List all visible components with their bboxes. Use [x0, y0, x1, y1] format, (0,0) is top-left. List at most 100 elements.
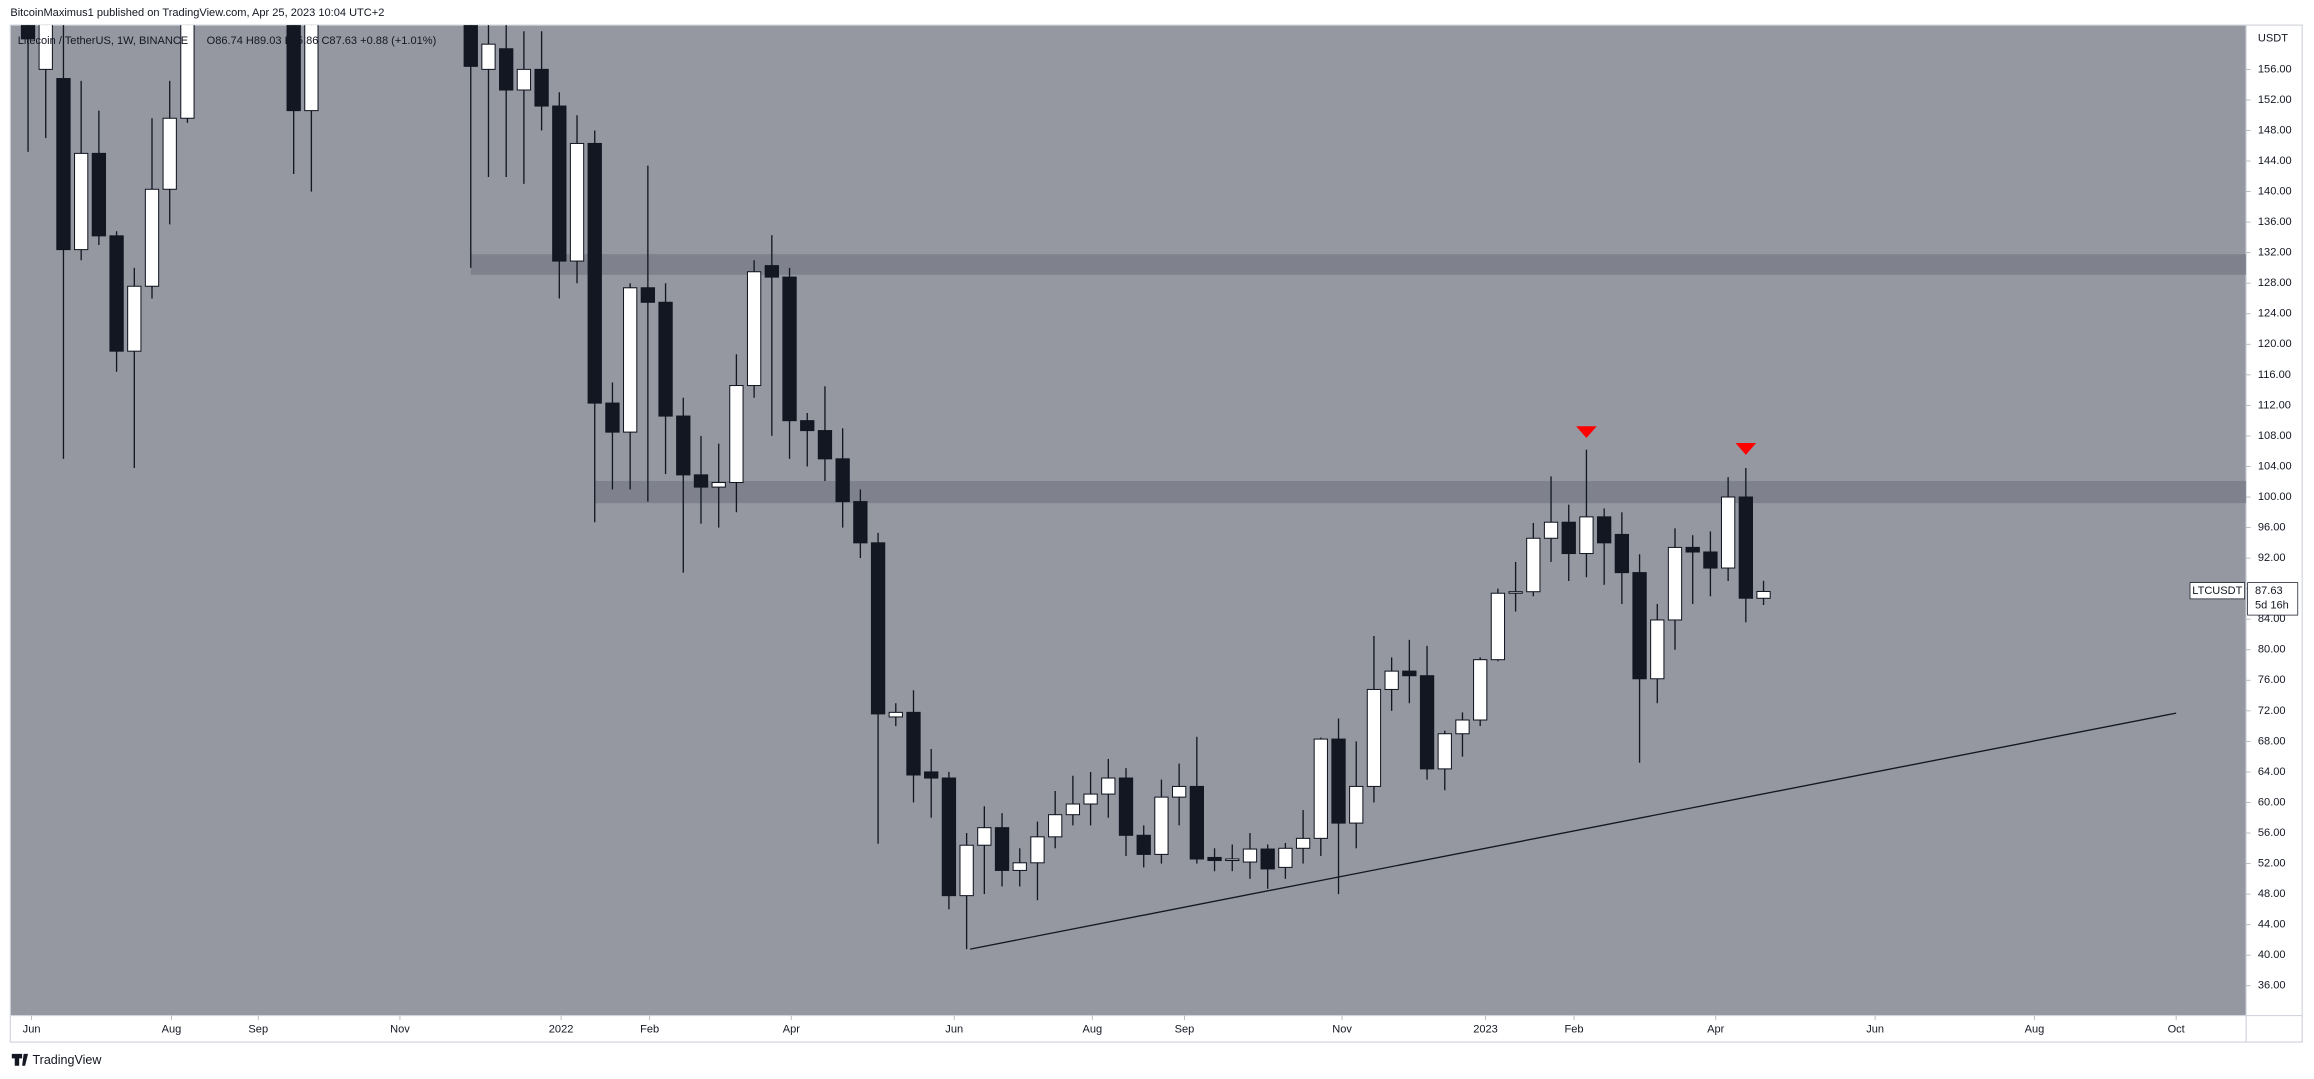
y-tick-label: 144.00 [2258, 155, 2292, 167]
candle [835, 428, 850, 528]
candle [1118, 768, 1134, 856]
candle [711, 443, 726, 528]
candle-body [1278, 847, 1293, 868]
footer: TradingView [32, 1053, 102, 1067]
candle-body [1419, 675, 1435, 770]
candle-body [1136, 834, 1151, 855]
candle-body [1313, 738, 1328, 839]
candle [74, 80, 89, 261]
candle [1083, 771, 1098, 826]
candle-body [1366, 688, 1382, 787]
candle [1419, 645, 1435, 780]
candle-body [587, 142, 602, 404]
last-price-tag [2247, 582, 2299, 616]
candle-body [1543, 521, 1559, 539]
candle-body [1579, 516, 1594, 555]
candle [1543, 476, 1559, 562]
y-tick-label: 108.00 [2258, 430, 2292, 442]
candle [800, 413, 815, 467]
zone [594, 480, 2247, 504]
candle-body [127, 285, 142, 352]
y-tick-label: 72.00 [2258, 705, 2286, 717]
candle-body [1738, 496, 1753, 599]
candle [906, 690, 921, 803]
candle-body [463, 25, 478, 67]
candle [481, 25, 496, 178]
candle [1349, 741, 1364, 849]
candle [1260, 844, 1275, 889]
candle [499, 25, 514, 178]
candle [144, 118, 160, 299]
candle [1738, 468, 1753, 623]
candle [658, 283, 673, 475]
candle [959, 833, 974, 950]
y-tick-label: 96.00 [2258, 521, 2286, 533]
candle-body [109, 235, 124, 352]
candle-body [1154, 796, 1169, 855]
candle-body [1207, 856, 1222, 862]
candle-body [1561, 521, 1576, 555]
candle [1756, 580, 1771, 605]
y-tick-label: 52.00 [2258, 857, 2286, 869]
y-tick-label: 36.00 [2258, 980, 2286, 992]
candle [941, 771, 957, 910]
candle-body [1455, 719, 1470, 735]
candle [1596, 508, 1612, 585]
candle [1366, 636, 1382, 803]
candle-body [74, 152, 89, 251]
y-tick-label: 56.00 [2258, 827, 2286, 839]
candle-body [56, 78, 71, 251]
legend-symbol: Litecoin / TetherUS, 1W, BINANCE [18, 35, 188, 47]
candle [1384, 657, 1399, 711]
candle [1455, 712, 1470, 757]
candle [1720, 477, 1736, 582]
candle-body [1012, 862, 1027, 871]
candle-body [622, 287, 638, 433]
candle-body [711, 481, 726, 488]
x-tick-label: Nov [390, 1023, 410, 1035]
y-tick-label: 84.00 [2258, 613, 2286, 625]
candle [1154, 779, 1169, 864]
candle-body [304, 25, 319, 112]
candle [693, 435, 709, 524]
y-tick-label: 44.00 [2258, 919, 2286, 931]
candle-body [1667, 546, 1683, 621]
x-tick-label: Aug [162, 1023, 182, 1035]
candle [622, 283, 638, 490]
candle-body [162, 117, 177, 190]
candle-body [1402, 670, 1417, 677]
candle-body [941, 777, 957, 897]
candle-body [1384, 670, 1399, 690]
y-tick-label: 104.00 [2258, 460, 2292, 472]
candle [1490, 588, 1506, 662]
candle-body [481, 43, 496, 70]
candle-body [516, 68, 532, 91]
candle-body [1703, 551, 1718, 569]
y-tick-label: 152.00 [2258, 94, 2292, 106]
x-tick-label: Aug [2025, 1023, 2045, 1035]
y-tick-label: 116.00 [2258, 369, 2291, 381]
candle [764, 235, 779, 436]
frame [9, 24, 2303, 1043]
y-tick-label: 80.00 [2258, 644, 2286, 656]
candle-body [1118, 777, 1134, 836]
time-axis [10, 1015, 2247, 1043]
plot-background [10, 25, 2247, 1016]
candle-body [764, 265, 779, 278]
candle [1278, 842, 1293, 879]
candle [1030, 821, 1045, 901]
candle [924, 749, 939, 818]
candle [1579, 449, 1594, 578]
candle-body [835, 458, 850, 503]
footer-logo: TradingView [11, 1053, 102, 1067]
candle [746, 260, 762, 398]
candle-body [1508, 591, 1523, 594]
candle [1242, 833, 1258, 879]
candle [1225, 844, 1240, 872]
candle [676, 397, 691, 573]
candle [1048, 791, 1063, 849]
candle [463, 25, 478, 268]
candle-body [1030, 836, 1045, 864]
y-tick-label: 112.00 [2258, 399, 2291, 411]
